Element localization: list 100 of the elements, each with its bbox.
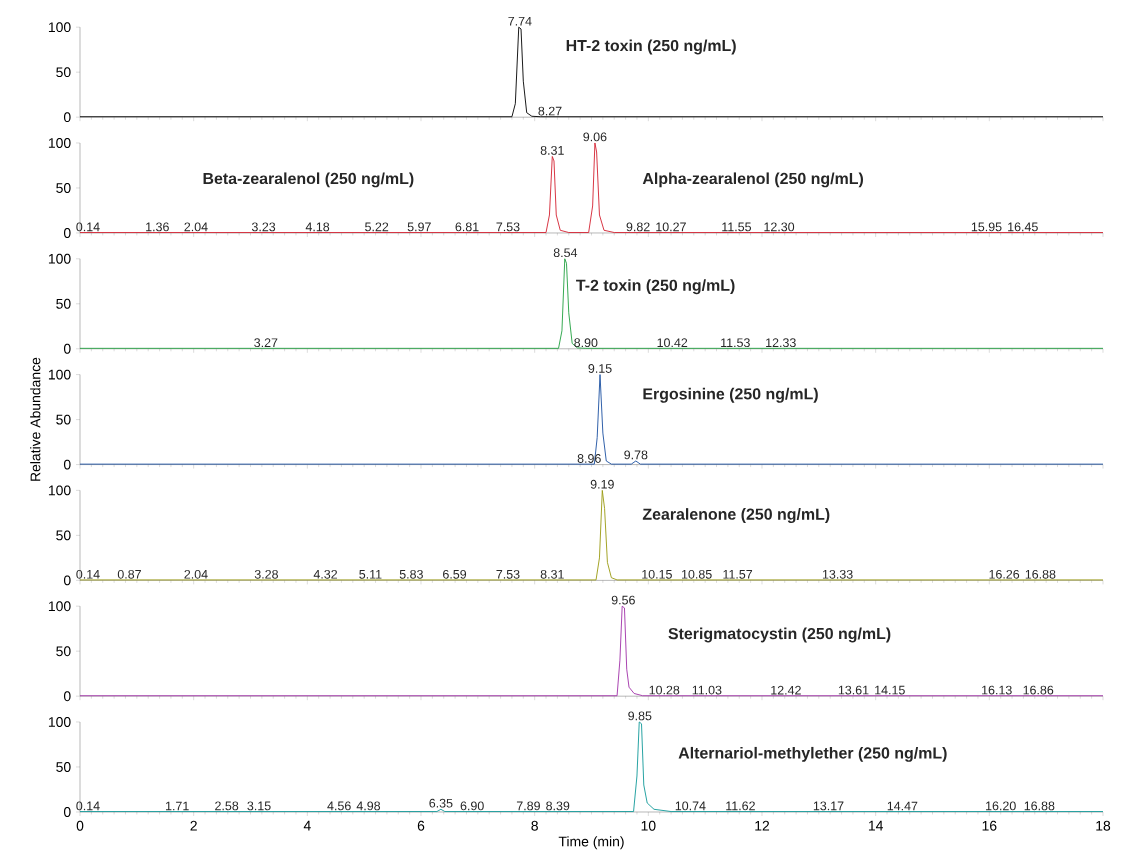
annotation: 8.31 bbox=[540, 569, 564, 579]
annotation: 0.14 bbox=[76, 222, 100, 232]
annotation: 10.85 bbox=[682, 569, 712, 579]
annotation: 8.39 bbox=[546, 801, 570, 811]
annotation: 15.95 bbox=[971, 222, 1002, 232]
annotation: 5.22 bbox=[365, 222, 389, 232]
y-tick-label: 50 bbox=[56, 530, 71, 541]
y-tick-label: 50 bbox=[56, 646, 71, 657]
y-tick-label: 0 bbox=[63, 343, 71, 354]
annotation: 16.26 bbox=[989, 569, 1020, 579]
x-tick-label: 12 bbox=[755, 820, 770, 831]
annotation: 16.88 bbox=[1024, 801, 1055, 811]
y-tick-label: 100 bbox=[48, 138, 71, 148]
y-tick-label: 0 bbox=[63, 691, 71, 702]
y-tick-label: 50 bbox=[56, 762, 71, 772]
y-tick-label: 0 bbox=[63, 459, 71, 470]
annotation: 0.14 bbox=[76, 801, 100, 811]
text: HT-2 toxin (250 ng/mL) bbox=[566, 39, 736, 55]
annotation: 10.42 bbox=[657, 338, 688, 348]
annotation: 16.13 bbox=[982, 685, 1012, 695]
annotation: 10.15 bbox=[642, 569, 672, 579]
annotation: 9.82 bbox=[626, 222, 650, 232]
y-tick-label: 100 bbox=[48, 601, 71, 612]
y-tick-label: 0 bbox=[63, 112, 71, 123]
y-tick-label: 100 bbox=[48, 253, 71, 264]
text: T-2 toxin (250 ng/mL) bbox=[576, 279, 735, 295]
line-series bbox=[79, 605, 1104, 697]
annotation: 9.06 bbox=[583, 132, 607, 142]
annotation: 16.20 bbox=[986, 801, 1016, 811]
annotation: 10.28 bbox=[649, 685, 680, 695]
line-series bbox=[79, 26, 1104, 118]
annotation: Alpha-zearalenol (250 ng/mL) bbox=[642, 172, 864, 188]
y-tick-label: 50 bbox=[56, 298, 71, 309]
annotation: 3.28 bbox=[254, 569, 278, 579]
annotation: 2.58 bbox=[215, 801, 239, 811]
text: Beta-zearalenol (250 ng/mL) bbox=[203, 172, 414, 188]
annotation: 9.15 bbox=[588, 364, 612, 373]
annotation: 11.62 bbox=[726, 801, 755, 811]
annotation: 1.71 bbox=[166, 801, 189, 811]
annotation: 7.89 bbox=[516, 801, 540, 811]
x-axis-title: Time (min) bbox=[558, 836, 624, 850]
annotation: 0.87 bbox=[117, 569, 141, 579]
y-tick-label: 50 bbox=[56, 183, 71, 193]
annotation: 4.56 bbox=[327, 801, 351, 811]
annotation: 5.83 bbox=[399, 569, 423, 579]
annotation: 11.53 bbox=[721, 338, 750, 348]
annotation: 4.98 bbox=[356, 801, 381, 811]
annotation: 6.81 bbox=[455, 222, 479, 232]
annotation: 14.47 bbox=[887, 801, 918, 811]
annotation: 11.03 bbox=[692, 685, 722, 695]
annotation: 4.18 bbox=[305, 222, 330, 232]
x-tick-label: 10 bbox=[641, 820, 656, 831]
x-tick-label: 0 bbox=[76, 820, 84, 831]
annotation: 6.59 bbox=[443, 569, 467, 579]
y-tick-label: 100 bbox=[48, 22, 71, 33]
annotation: 7.74 bbox=[508, 16, 532, 26]
annotation: 10.74 bbox=[675, 801, 706, 811]
annotation: 12.42 bbox=[771, 685, 801, 695]
annotation: 11.55 bbox=[722, 222, 752, 232]
text: Alternariol-methylether (250 ng/mL) bbox=[678, 746, 947, 762]
annotation: 10.27 bbox=[656, 222, 686, 232]
x-tick-label: 14 bbox=[868, 820, 883, 831]
text: Sterigmatocystin (250 ng/mL) bbox=[668, 627, 891, 643]
annotation: 6.35 bbox=[429, 798, 453, 808]
annotation: 9.85 bbox=[628, 711, 652, 721]
annotation: 2.04 bbox=[184, 569, 208, 579]
y-axis-title: Relative Abundance bbox=[30, 357, 41, 481]
annotation: 12.30 bbox=[764, 222, 795, 232]
annotation: 8.27 bbox=[538, 106, 562, 116]
annotation: 13.33 bbox=[822, 569, 853, 579]
x-tick-label: 16 bbox=[982, 820, 997, 831]
annotation: 5.97 bbox=[407, 222, 431, 232]
annotation: 4.32 bbox=[313, 569, 338, 579]
annotation: 16.88 bbox=[1025, 569, 1056, 579]
annotation: 16.86 bbox=[1023, 685, 1054, 695]
y-tick-label: 100 bbox=[48, 369, 71, 380]
annotation: 8.54 bbox=[553, 248, 578, 258]
annotation: 8.31 bbox=[540, 145, 564, 155]
annotation: 9.78 bbox=[624, 450, 648, 460]
line-series bbox=[79, 258, 1104, 349]
annotation: 3.23 bbox=[251, 222, 276, 232]
x-tick-label: 18 bbox=[1096, 820, 1111, 831]
annotation: 5.11 bbox=[359, 570, 382, 579]
x-tick-label: 6 bbox=[417, 820, 425, 831]
annotation: 13.61 bbox=[838, 685, 869, 695]
text: Zearalenone (250 ng/mL) bbox=[642, 508, 830, 524]
y-tick-label: 100 bbox=[48, 485, 71, 496]
text: Ergosinine (250 ng/mL) bbox=[643, 387, 818, 403]
y-tick-label: 100 bbox=[48, 717, 71, 727]
annotation: 2.04 bbox=[184, 222, 208, 232]
y-tick-label: 50 bbox=[56, 67, 71, 78]
annotation: 12.33 bbox=[766, 338, 796, 348]
annotation: 14.15 bbox=[875, 685, 905, 695]
annotation: 8.90 bbox=[574, 338, 598, 348]
x-tick-label: 4 bbox=[303, 820, 311, 831]
annotation: 11.57 bbox=[723, 570, 753, 579]
y-tick-label: 0 bbox=[63, 228, 71, 238]
y-tick-label: 0 bbox=[63, 575, 71, 586]
x-tick-label: 2 bbox=[190, 820, 197, 831]
annotation: 3.15 bbox=[247, 801, 271, 811]
